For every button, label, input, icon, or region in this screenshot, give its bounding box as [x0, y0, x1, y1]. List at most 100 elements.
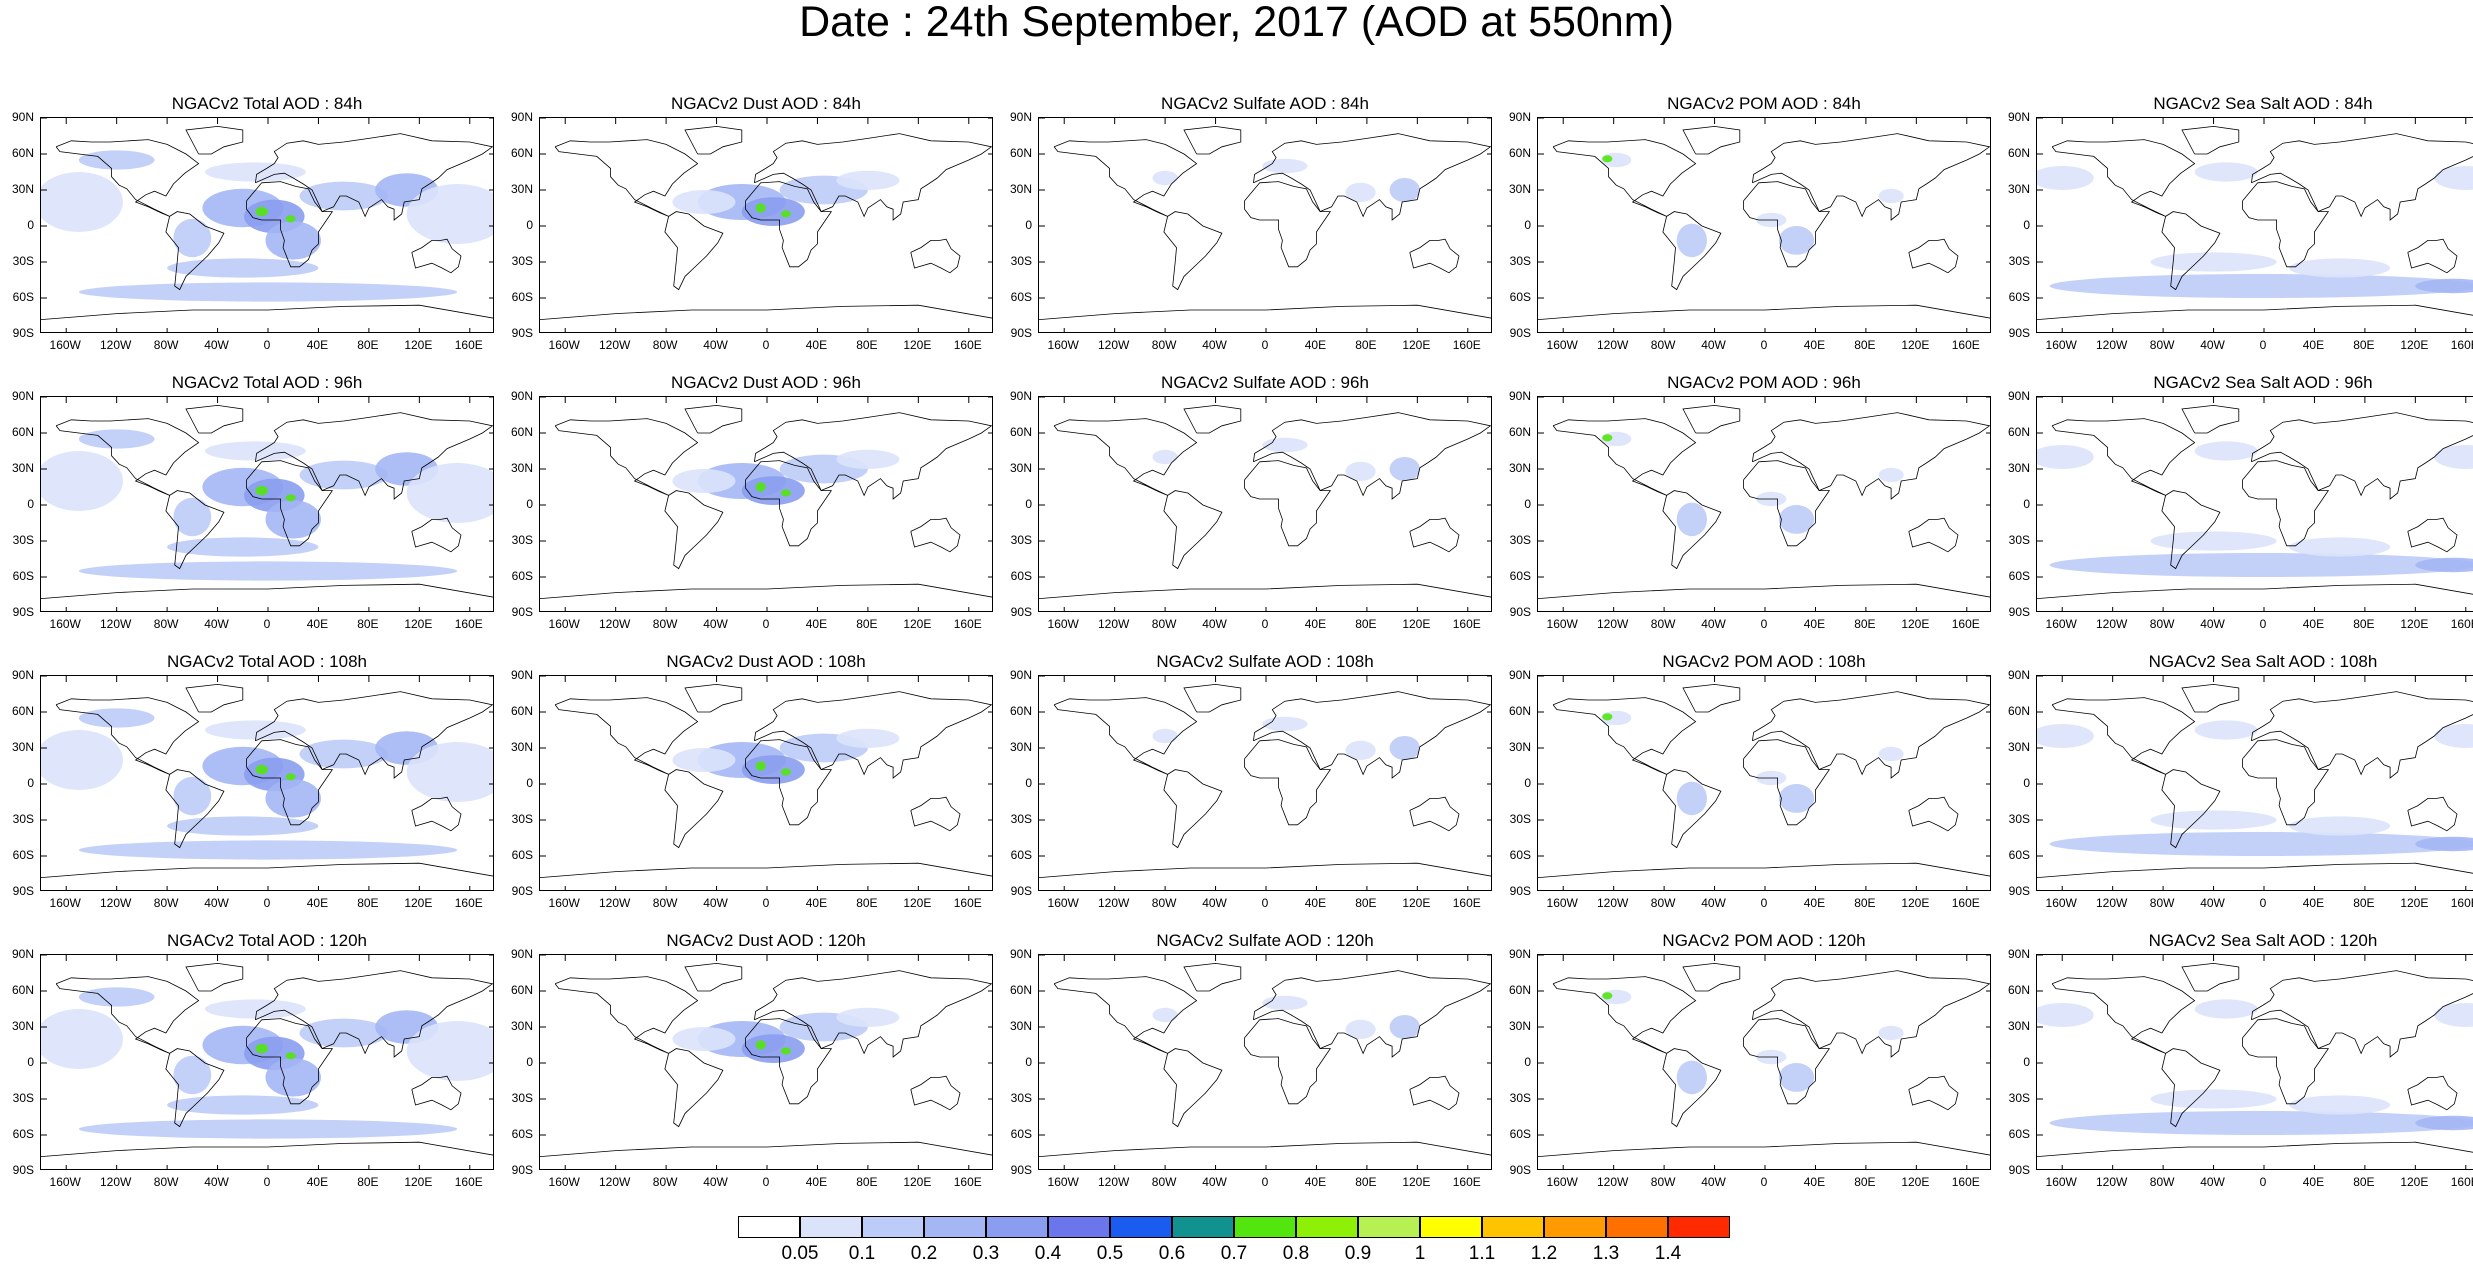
lat-label: 30S [12, 533, 34, 547]
coastline [2051, 697, 2196, 775]
map-canvas [2037, 118, 2473, 332]
aod-region [204, 720, 306, 740]
lat-label: 30S [2008, 254, 2030, 268]
aod-region [78, 429, 155, 449]
lat-label: 0 [526, 218, 533, 232]
lon-label: 160W [548, 617, 580, 631]
lat-label: 30S [2008, 812, 2030, 826]
lon-label: 80E [1355, 617, 1377, 631]
world-map [40, 117, 494, 333]
aod-region [836, 728, 900, 748]
lon-label: 120W [2095, 338, 2128, 352]
aod-region [78, 282, 458, 302]
lon-label: 160W [1546, 896, 1578, 910]
coastline [2407, 238, 2458, 274]
lat-label: 0 [27, 1055, 34, 1069]
aod-region [41, 451, 123, 511]
aod-region [836, 449, 900, 469]
world-map [2036, 117, 2473, 333]
lat-label: 0 [1025, 776, 1032, 790]
map-canvas [1538, 118, 1990, 332]
lon-label: 80E [357, 338, 379, 352]
world-map [40, 396, 494, 612]
lon-label: 160W [548, 1175, 580, 1189]
panel-title: NGACv2 Total AOD : 84h [171, 94, 363, 113]
panel-title: NGACv2 Dust AOD : 84h [671, 94, 861, 113]
world-map [1537, 117, 1991, 333]
coastline [1743, 1018, 1831, 1105]
lat-label: 0 [2023, 776, 2030, 790]
coastline [1409, 238, 1460, 274]
lon-label: 40E [1304, 617, 1327, 631]
coastline [684, 683, 743, 713]
lat-label: 30N [1009, 182, 1032, 196]
lon-label: 40E [1803, 338, 1826, 352]
world-map [2036, 954, 2473, 1170]
aod-region [78, 561, 458, 581]
lat-label: 0 [27, 776, 34, 790]
aod-region [2415, 1115, 2473, 1131]
coastline [411, 796, 462, 832]
coastline [165, 490, 225, 570]
coastline [745, 739, 833, 826]
aod-region [1152, 170, 1178, 186]
lat-label: 30N [11, 740, 34, 754]
panel-title: NGACv2 POM AOD : 84h [1667, 94, 1861, 113]
lat-label: 90S [1509, 884, 1531, 898]
coastline [1743, 460, 1831, 547]
lat-label: 0 [27, 218, 34, 232]
lat-label: 30S [511, 254, 533, 268]
coastline [2407, 1075, 2458, 1111]
map-canvas [540, 397, 992, 611]
map-canvas [1039, 397, 1491, 611]
colorbar-label: 1 [1414, 1243, 1426, 1264]
lon-label: 80E [357, 896, 379, 910]
aod-region [1345, 461, 1376, 481]
lat-label: 90N [1508, 389, 1531, 403]
colorbar-swatch [986, 1216, 1048, 1238]
lon-label: 40E [2302, 617, 2325, 631]
aod-region [167, 537, 319, 557]
lat-label: 60N [11, 983, 34, 997]
lon-label: 80W [1650, 896, 1676, 910]
panel-title: NGACv2 Dust AOD : 108h [666, 652, 866, 671]
aod-region [173, 1055, 212, 1095]
lon-label: 160E [1452, 617, 1481, 631]
coastline [1253, 133, 1491, 221]
lon-label: 80E [1854, 896, 1876, 910]
colorbar-label: 0.7 [1220, 1243, 1248, 1264]
aod-region [2434, 166, 2473, 190]
lon-label: 0 [2259, 338, 2267, 352]
lon-label: 120W [1097, 1175, 1130, 1189]
lon-label: 40E [805, 338, 828, 352]
aod-region [1389, 1015, 1420, 1039]
aod-region [78, 987, 155, 1007]
panel-title: NGACv2 Dust AOD : 120h [666, 931, 866, 950]
lon-label: 40E [2302, 896, 2325, 910]
lat-label: 60S [1509, 569, 1531, 583]
coastline [411, 238, 462, 274]
aod-region [1345, 1019, 1376, 1039]
lat-label: 90S [511, 884, 533, 898]
aod-region [204, 441, 306, 461]
lon-label: 40E [2302, 1175, 2325, 1189]
aod-region [2289, 816, 2391, 836]
lon-label: 0 [2259, 617, 2267, 631]
lon-label: 80E [856, 896, 878, 910]
lon-label: 160W [2045, 1175, 2077, 1189]
lon-label: 80E [1355, 896, 1377, 910]
lon-label: 40E [1803, 896, 1826, 910]
lon-label: 80E [2353, 1175, 2375, 1189]
colorbar-swatch [924, 1216, 986, 1238]
lat-label: 30N [2007, 1019, 2030, 1033]
lon-label: 0 [762, 896, 770, 910]
coastline [2051, 139, 2196, 217]
world-map [40, 675, 494, 891]
lon-label: 0 [1261, 896, 1269, 910]
coastline [1039, 862, 1491, 878]
lon-label: 80E [1355, 338, 1377, 352]
colorbar-label: 0.5 [1096, 1243, 1124, 1264]
lat-label: 30N [1508, 740, 1531, 754]
lat-label: 30N [1009, 1019, 1032, 1033]
